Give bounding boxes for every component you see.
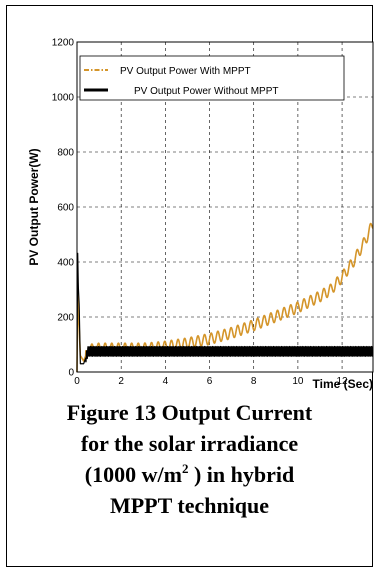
plot-frame [76,41,374,373]
y-tick-label: 400 [57,258,74,269]
x-tick-label: 12 [337,376,349,387]
legend-box [79,55,345,101]
caption-line-2: for the solar irradiance [80,431,299,456]
y-axis-label: PV Output Power(W) [27,148,41,265]
x-tick-label: 8 [251,376,257,387]
y-tick-label: 800 [57,148,74,159]
x-tick-label: 10 [292,376,304,387]
x-axis-label-unit: (Sec) [344,377,373,391]
y-tick-label: 0 [68,368,74,379]
caption-line-1: Figure 13 Output Current [66,400,313,425]
y-tick-label: 600 [57,203,74,214]
x-axis-label: Time (Sec) [313,377,373,391]
legend: PV Output Power With MPPT PV Output Powe… [79,55,345,101]
y-tick-label: 200 [57,313,74,324]
legend-label-with-mppt: PV Output Power With MPPT [120,66,251,77]
x-tick-label: 6 [207,376,213,387]
series-line-without-mppt [76,252,374,373]
tick-layer: 0 2 4 6 8 10 12 0 200 400 600 800 1000 1200 [52,38,348,388]
figure-caption: Figure 13 Output Current for the solar i… [6,397,373,521]
chart: 0 2 4 6 8 10 12 0 200 400 600 800 1000 1200 PV Output… [27,38,374,391]
caption-line-3-main: (1000 w/m [84,462,182,487]
y-tick-label: 1200 [52,38,75,49]
y-tick-label: 1000 [52,93,75,104]
x-axis-label-name: Time [313,377,341,391]
legend-label-without-mppt: PV Output Power Without MPPT [134,86,279,97]
series-layer [76,222,374,373]
caption-superscript: 2 [181,461,189,476]
x-tick-label: 2 [118,376,124,387]
caption-line-3-tail: ) in hybrid [188,462,295,487]
x-tick-label: 0 [74,376,80,387]
x-tick-label: 4 [163,376,169,387]
caption-line-4: MPPT technique [109,493,270,518]
caption-line-3: (1000 w/m2 ) in hybrid [6,459,373,490]
